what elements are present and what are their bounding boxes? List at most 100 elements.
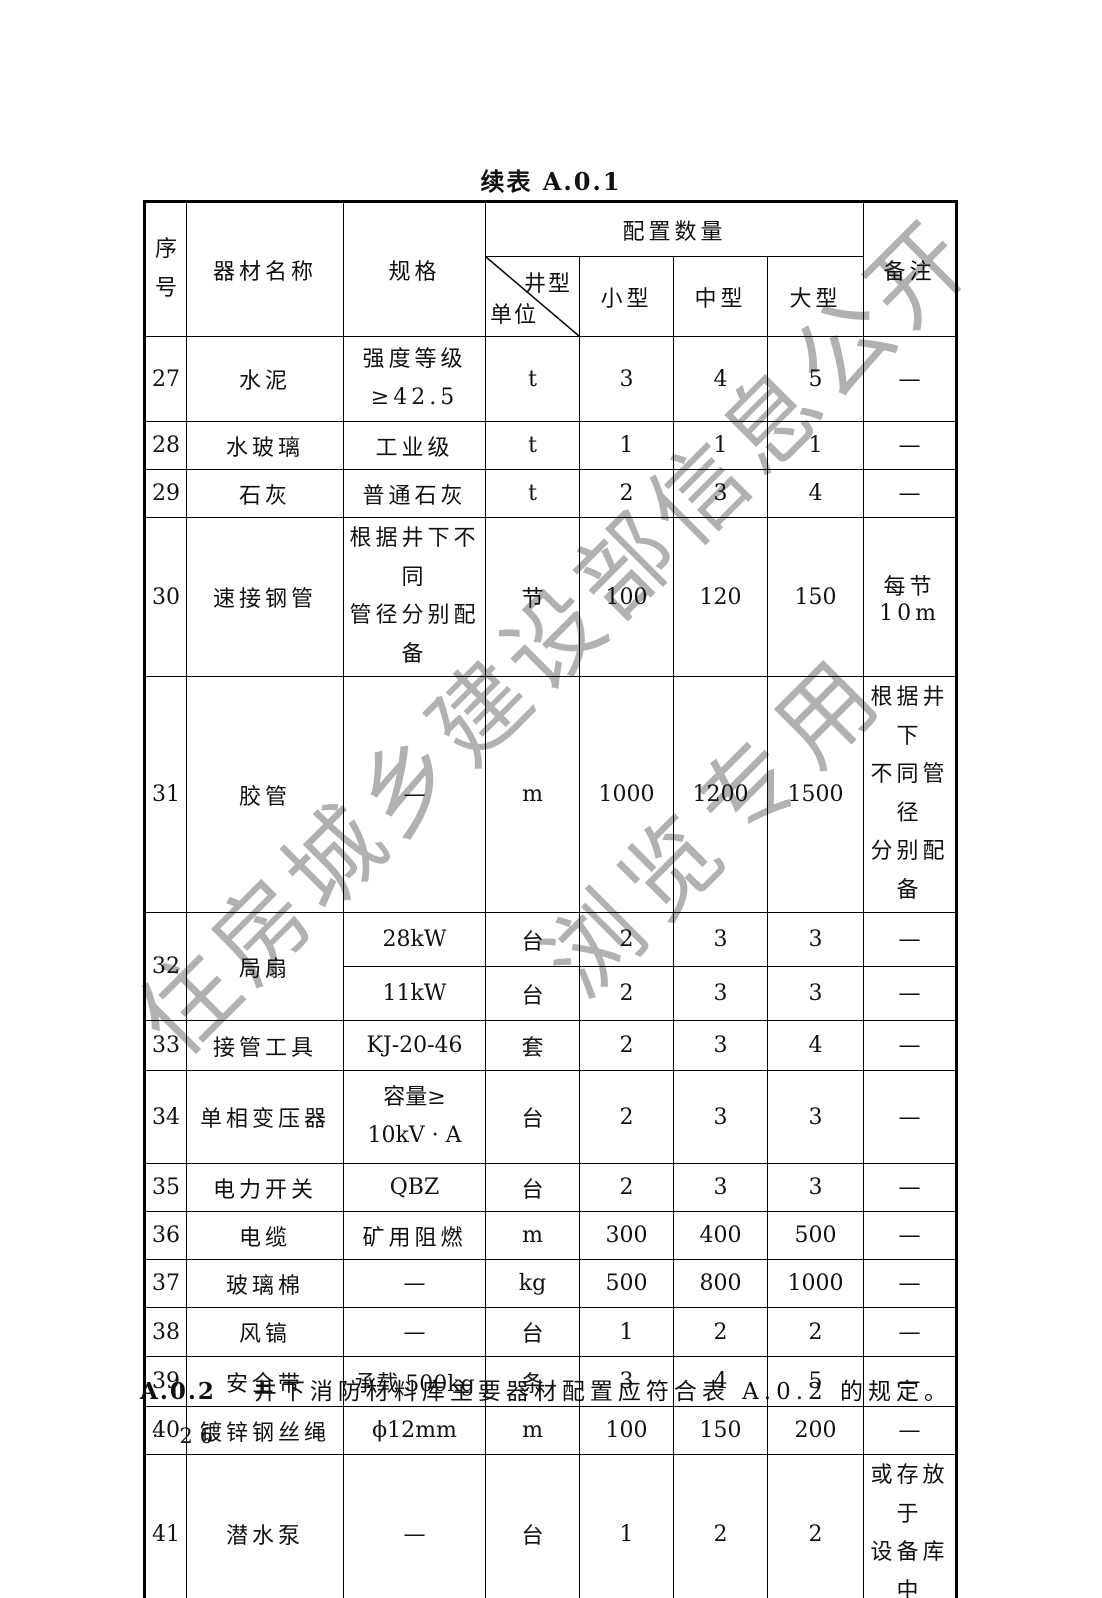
cell-remark: — [863, 1259, 958, 1308]
cell-remark: — [863, 469, 958, 518]
cell-medium: 3 [673, 1020, 768, 1071]
cell-small: 2 [579, 1163, 674, 1212]
cell-small: 1000 [579, 676, 674, 913]
cell-large: 2 [766, 1454, 865, 1598]
header-row-1: 序 号 器材名称 规格 配置数量 备注 [144, 201, 958, 337]
cell-remark: — [863, 1070, 958, 1164]
cell-name: 安全带 [186, 1356, 344, 1407]
cell-serial: 38 [144, 1307, 187, 1357]
cell-large: 3 [766, 966, 865, 1021]
cell-remark: — [863, 966, 958, 1021]
header-name: 器材名称 [186, 201, 344, 337]
cell-unit: 套 [485, 1020, 580, 1071]
cell-small: 2 [579, 912, 674, 967]
page-number: · 26 · [152, 1424, 248, 1448]
cell-unit: 台 [485, 1307, 580, 1357]
cell-unit: t [485, 336, 580, 422]
cell-small: 2 [579, 1020, 674, 1071]
cell-spec: 承载 500kg [343, 1356, 486, 1407]
cell-unit: m [485, 1211, 580, 1260]
table-row: 28 水玻璃 工业级 t 1 1 1 — [144, 421, 958, 470]
cell-small: 100 [579, 1406, 674, 1455]
header-small: 小型 [579, 256, 674, 337]
cell-spec: KJ-20-46 [343, 1020, 486, 1071]
cell-medium: 3 [673, 1070, 768, 1164]
cell-unit: 台 [485, 966, 580, 1021]
cell-spec: 容量≥ 10kV · A [343, 1070, 486, 1164]
cell-name: 水玻璃 [186, 421, 344, 470]
cell-spec: 矿用阻燃 [343, 1211, 486, 1260]
cell-small: 1 [579, 421, 674, 470]
cell-name: 接管工具 [186, 1020, 344, 1071]
cell-name: 石灰 [186, 469, 344, 518]
cell-spec: — [343, 1454, 486, 1598]
cell-name: 水泥 [186, 336, 344, 422]
cell-medium: 2 [673, 1307, 768, 1357]
cell-medium: 800 [673, 1259, 768, 1308]
cell-remark: — [863, 1307, 958, 1357]
cell-unit: m [485, 676, 580, 913]
cell-unit: 台 [485, 1163, 580, 1212]
cell-serial: 31 [144, 676, 187, 913]
cell-name: 局扇 [186, 912, 344, 1021]
cell-large: 1500 [766, 676, 865, 913]
cell-name: 电力开关 [186, 1163, 344, 1212]
cell-large: 1 [766, 421, 865, 470]
cell-medium: 4 [673, 336, 768, 422]
diagonal-divider-line [486, 257, 579, 336]
header-qty: 配置数量 [484, 201, 865, 257]
cell-unit: t [485, 421, 580, 470]
cell-serial: 29 [144, 469, 187, 518]
cell-remark: 每节 10m [863, 517, 958, 677]
cell-large: 1000 [766, 1259, 865, 1308]
table-row: 32 局扇 28kW 台 2 3 3 — [144, 912, 958, 1021]
cell-name: 潜水泵 [186, 1454, 344, 1598]
cell-large: 5 [766, 336, 865, 422]
clause-text: 井下消防材料库主要器材配置应符合表 A.0.2 的规定。 [253, 1379, 952, 1405]
table-row: 30 速接钢管 根据井下不同 管径分别配备 节 100 120 150 每节 1… [144, 517, 958, 677]
cell-spec: 11kW [343, 966, 486, 1021]
cell-serial: 40 [144, 1406, 187, 1455]
cell-medium: 400 [673, 1211, 768, 1260]
table-row: 33 接管工具 KJ-20-46 套 2 3 4 — [144, 1020, 958, 1071]
cell-unit: t [485, 469, 580, 518]
cell-spec: 28kW [343, 912, 486, 967]
cell-small: 3 [579, 1356, 674, 1407]
cell-small: 2 [579, 1070, 674, 1164]
header-unit: 单位 [490, 303, 539, 328]
table-row: 40 镀锌钢丝绳 ϕ12mm m 100 150 200 — [144, 1406, 958, 1455]
cell-name: 玻璃棉 [186, 1259, 344, 1308]
cell-remark: — [863, 1406, 958, 1455]
clause-a02: A.0.2 井下消防材料库主要器材配置应符合表 A.0.2 的规定。 [140, 1372, 1060, 1406]
cell-small: 500 [579, 1259, 674, 1308]
table-body: 27 水泥 强度等级 ≥42.5 t 3 4 5 — 28 水玻璃 工业级 t … [144, 336, 958, 1598]
cell-remark: — [863, 1020, 958, 1071]
cell-small: 1 [579, 1454, 674, 1598]
cell-spec: QBZ [343, 1163, 486, 1212]
table-row: 38 风镐 — 台 1 2 2 — [144, 1307, 958, 1357]
cell-unit: 节 [485, 517, 580, 677]
cell-spec: 根据井下不同 管径分别配备 [343, 517, 486, 677]
cell-unit: 条 [485, 1356, 580, 1407]
cell-large: 4 [766, 1020, 865, 1071]
cell-serial: 27 [144, 336, 187, 422]
cell-name: 风镐 [186, 1307, 344, 1357]
table-row: 39 安全带 承载 500kg 条 3 4 5 — [144, 1356, 958, 1407]
cell-large: 4 [766, 469, 865, 518]
header-remark: 备注 [863, 201, 958, 337]
cell-spec: — [343, 1259, 486, 1308]
clause-label: A.0.2 [140, 1378, 216, 1405]
cell-large: 3 [766, 1070, 865, 1164]
cell-spec: 强度等级 ≥42.5 [343, 336, 486, 422]
cell-medium: 3 [673, 469, 768, 518]
cell-name: 胶管 [186, 676, 344, 913]
cell-large: 200 [766, 1406, 865, 1455]
cell-spec: 普通石灰 [343, 469, 486, 518]
cell-remark: — [863, 912, 958, 967]
cell-serial: 32 [144, 912, 187, 1021]
table-header: 序 号 器材名称 规格 配置数量 备注 井型 单位 小型 中型 大型 [144, 201, 958, 337]
cell-spec: — [343, 676, 486, 913]
header-medium: 中型 [673, 256, 768, 337]
cell-remark: — [863, 336, 958, 422]
